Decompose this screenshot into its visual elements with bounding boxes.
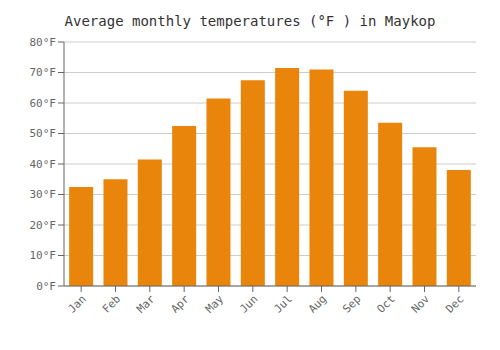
svg-text:Aug: Aug	[306, 292, 329, 315]
svg-text:Apr: Apr	[169, 292, 193, 316]
svg-text:Mar: Mar	[134, 292, 158, 316]
svg-text:Oct: Oct	[375, 292, 398, 315]
svg-text:80°F: 80°F	[30, 36, 57, 49]
svg-text:0°F: 0°F	[36, 280, 56, 293]
svg-text:50°F: 50°F	[30, 127, 57, 140]
svg-text:20°F: 20°F	[30, 219, 57, 232]
svg-text:40°F: 40°F	[30, 158, 57, 171]
svg-text:Jan: Jan	[66, 292, 89, 315]
svg-text:Jul: Jul	[272, 292, 295, 315]
svg-text:Dec: Dec	[443, 292, 466, 315]
svg-text:Nov: Nov	[409, 292, 433, 316]
svg-text:Feb: Feb	[100, 292, 123, 315]
svg-text:Jun: Jun	[237, 292, 260, 315]
svg-text:Sep: Sep	[340, 292, 363, 315]
svg-text:30°F: 30°F	[30, 188, 57, 201]
svg-text:10°F: 10°F	[30, 249, 57, 262]
svg-text:70°F: 70°F	[30, 66, 57, 79]
svg-text:60°F: 60°F	[30, 97, 57, 110]
svg-text:May: May	[203, 292, 227, 316]
html-text:Average monthly temperatures (: Average monthly temperatures (°F ) in Ma…	[64, 13, 436, 29]
